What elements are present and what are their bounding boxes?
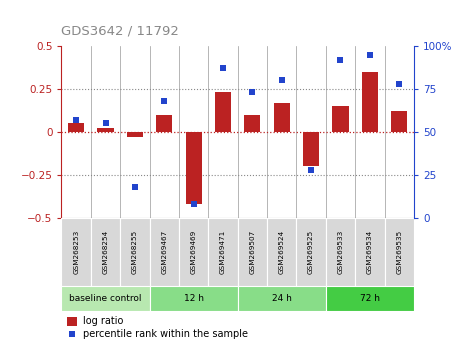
Point [395,81,403,87]
Bar [297,218,326,286]
Bar [208,218,237,286]
Bar [185,132,201,204]
Bar [68,123,84,132]
Point [160,98,168,104]
Text: GSM269534: GSM269534 [367,230,373,274]
Text: GSM269471: GSM269471 [220,230,226,274]
Bar [91,218,120,286]
Text: baseline control: baseline control [69,294,142,303]
Bar [179,218,208,286]
Point [68,331,76,337]
Text: GSM268253: GSM268253 [73,230,79,274]
Bar [237,218,267,286]
Point [278,78,286,83]
Text: GSM268254: GSM268254 [103,230,108,274]
Bar [61,286,149,311]
Bar [362,72,378,132]
Point [190,201,197,207]
Bar [244,115,261,132]
Text: 72 h: 72 h [360,294,380,303]
Bar [156,115,172,132]
Point [219,65,227,71]
Bar [326,286,414,311]
Point [337,57,344,63]
Text: percentile rank within the sample: percentile rank within the sample [83,329,248,339]
Bar [355,218,385,286]
Bar [385,218,414,286]
Bar [267,218,297,286]
Bar [326,218,355,286]
Text: 12 h: 12 h [184,294,204,303]
Bar [97,129,114,132]
Bar [120,218,149,286]
Text: GDS3642 / 11792: GDS3642 / 11792 [61,24,179,37]
Point [307,167,315,172]
Point [102,120,109,126]
Bar [274,103,290,132]
Text: GSM268255: GSM268255 [132,230,138,274]
Text: GSM269533: GSM269533 [337,230,343,274]
Text: GSM269507: GSM269507 [249,230,255,274]
Point [366,52,374,57]
Text: 24 h: 24 h [272,294,292,303]
Text: GSM269524: GSM269524 [279,230,285,274]
Bar [333,106,349,132]
Bar [149,286,237,311]
Text: GSM269535: GSM269535 [396,230,402,274]
Bar [67,316,77,326]
Bar [303,132,319,166]
Text: GSM269467: GSM269467 [161,230,167,274]
Point [72,117,80,122]
Text: GSM269469: GSM269469 [191,230,197,274]
Bar [127,132,143,137]
Bar [215,92,231,132]
Bar [149,218,179,286]
Bar [237,286,326,311]
Point [131,184,139,189]
Text: log ratio: log ratio [83,316,123,326]
Bar [61,218,91,286]
Bar [391,111,407,132]
Text: GSM269525: GSM269525 [308,230,314,274]
Point [249,90,256,95]
